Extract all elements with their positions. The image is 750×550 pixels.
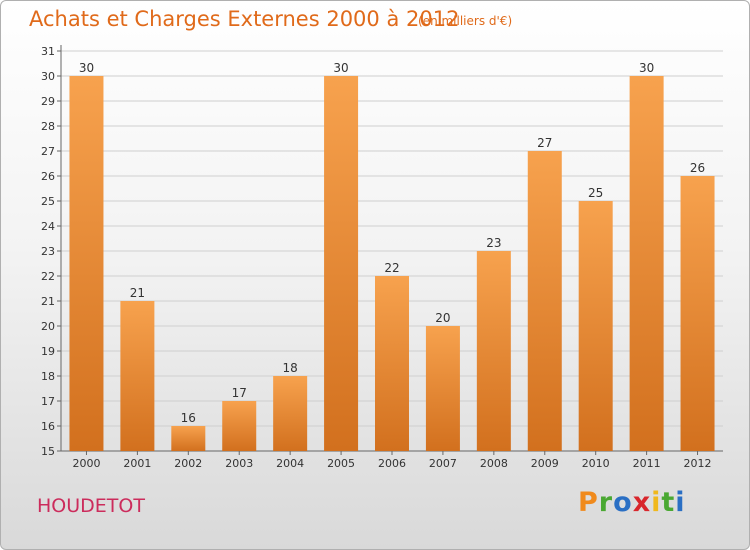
y-tick-label: 24 — [41, 220, 55, 233]
bar-2001 — [120, 301, 155, 451]
y-tick-label: 21 — [41, 295, 55, 308]
bars — [69, 76, 715, 451]
logo-letter: o — [613, 487, 633, 518]
bar-2008 — [476, 251, 511, 451]
x-tick-label: 2001 — [123, 457, 151, 470]
logo-letter: x — [632, 487, 652, 518]
x-tick-label: 2006 — [378, 457, 406, 470]
bar-2000 — [69, 76, 104, 451]
bar-2007 — [425, 326, 460, 451]
y-tick-label: 28 — [41, 120, 55, 133]
y-tick-label: 26 — [41, 170, 55, 183]
y-tick-label: 22 — [41, 270, 55, 283]
value-label: 20 — [435, 311, 450, 325]
y-tick-label: 23 — [41, 245, 55, 258]
value-label: 30 — [333, 61, 348, 75]
logo-letter: r — [598, 487, 614, 518]
chart-subtitle: (en milliers d'€) — [418, 14, 513, 28]
logo-letter: P — [578, 487, 599, 518]
value-label: 30 — [639, 61, 654, 75]
x-tick-label: 2005 — [327, 457, 355, 470]
y-tick-label: 31 — [41, 45, 55, 58]
x-tick-label: 2012 — [684, 457, 712, 470]
logo-letter: t — [661, 487, 676, 518]
value-label: 22 — [384, 261, 399, 275]
y-tick-labels: 15 16 17 18 19 20 21 22 23 24 25 26 27 28 29 30 31 — [41, 45, 55, 458]
value-label: 25 — [588, 186, 603, 200]
y-tick-label: 27 — [41, 145, 55, 158]
y-tick-label: 17 — [41, 395, 55, 408]
bar-2004 — [273, 376, 308, 451]
x-tick-label: 2011 — [633, 457, 661, 470]
value-label: 17 — [232, 386, 247, 400]
value-label: 23 — [486, 236, 501, 250]
x-tick-label: 2008 — [480, 457, 508, 470]
bar-2010 — [578, 201, 613, 451]
logo-letter: i — [675, 487, 686, 518]
value-label: 21 — [130, 286, 145, 300]
bar-2002 — [171, 426, 206, 451]
value-label: 16 — [181, 411, 196, 425]
value-labels: 30 21 16 17 18 30 22 20 23 27 25 30 26 — [79, 61, 705, 425]
commune-name: HOUDETOT — [37, 495, 145, 517]
x-tick-label: 2003 — [225, 457, 253, 470]
y-tick-label: 20 — [41, 320, 55, 333]
x-tick-labels: 2000 2001 2002 2003 2004 2005 2006 2007 2008 2009… — [72, 451, 712, 470]
y-tick-label: 15 — [41, 445, 55, 458]
x-tick-label: 2002 — [174, 457, 202, 470]
y-tick-label: 25 — [41, 195, 55, 208]
y-tick-label: 29 — [41, 95, 55, 108]
x-tick-label: 2000 — [72, 457, 100, 470]
proxiti-logo: Proxiti — [578, 487, 686, 518]
value-label: 30 — [79, 61, 94, 75]
value-label: 26 — [690, 161, 705, 175]
bar-2006 — [375, 276, 409, 451]
logo-letter: i — [651, 487, 662, 518]
value-label: 27 — [537, 136, 552, 150]
x-tick-label: 2007 — [429, 457, 457, 470]
bar-2012 — [680, 176, 715, 451]
bar-2009 — [527, 151, 562, 451]
x-tick-label: 2010 — [582, 457, 610, 470]
bar-2011 — [629, 76, 664, 451]
x-tick-label: 2009 — [531, 457, 559, 470]
x-tick-label: 2004 — [276, 457, 304, 470]
y-tick-label: 19 — [41, 345, 55, 358]
y-tick-label: 16 — [41, 420, 55, 433]
value-label: 18 — [283, 361, 298, 375]
y-tick-label: 30 — [41, 70, 55, 83]
y-tick-label: 18 — [41, 370, 55, 383]
chart-title: Achats et Charges Externes 2000 à 2012 — [29, 7, 460, 31]
bar-2005 — [324, 76, 359, 451]
bar-2003 — [222, 401, 257, 451]
